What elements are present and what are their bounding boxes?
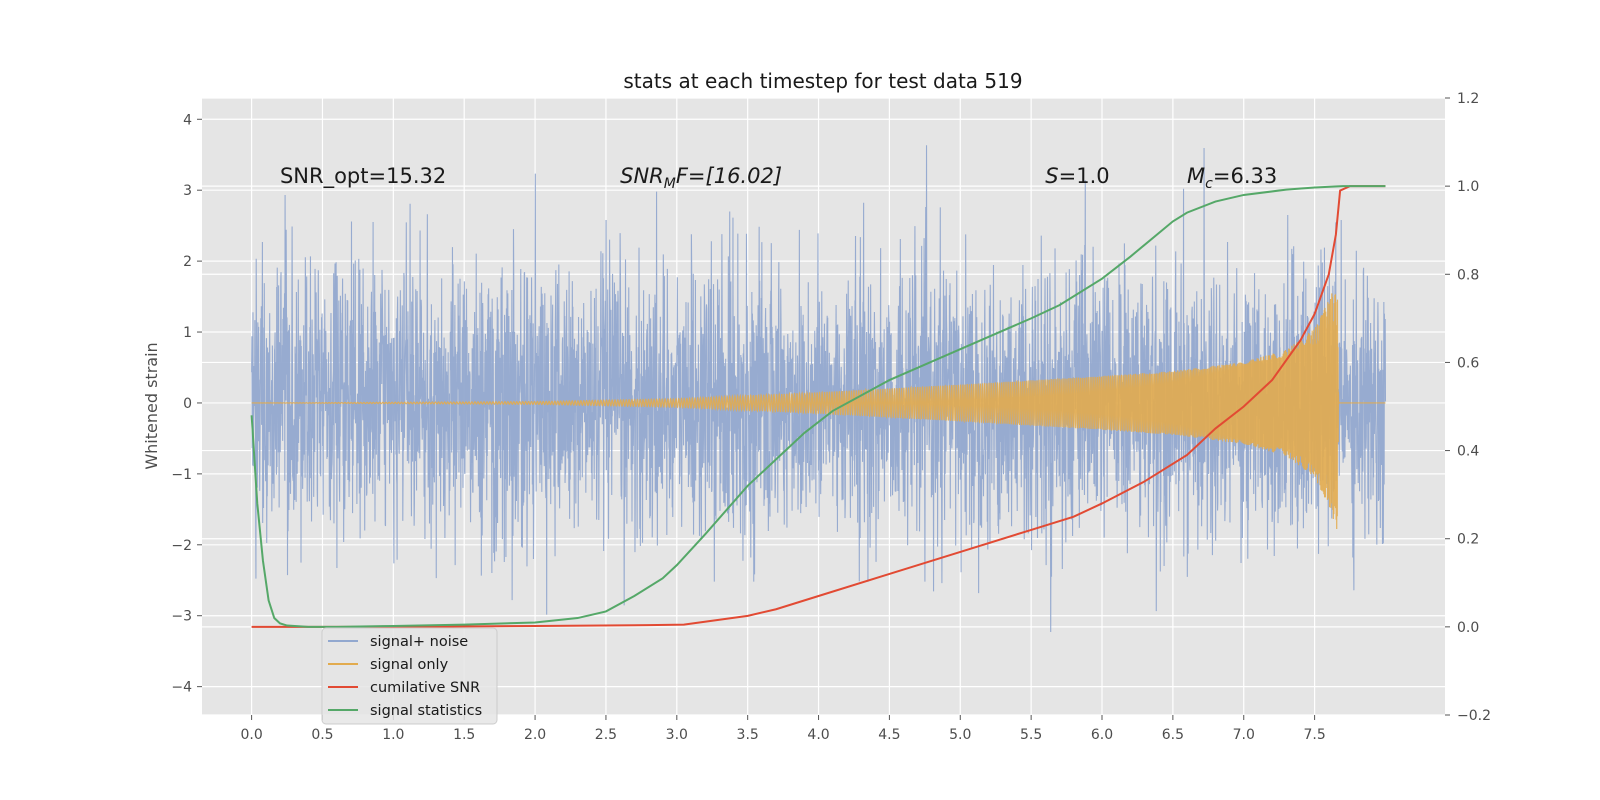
x-tick-label: 5.5 bbox=[1020, 727, 1042, 743]
y2-tick-label: 0.2 bbox=[1457, 532, 1479, 548]
y-tick-label: −2 bbox=[171, 538, 192, 554]
annotation-1: SNR_opt=15.32 bbox=[280, 164, 446, 189]
y-tick-label: −4 bbox=[171, 680, 192, 696]
x-tick-label: 1.0 bbox=[382, 727, 404, 743]
y-tick-label: 4 bbox=[183, 112, 192, 128]
x-tick-label: 3.0 bbox=[666, 727, 688, 743]
legend-label: signal statistics bbox=[370, 703, 482, 719]
chart-title: stats at each timestep for test data 519 bbox=[623, 69, 1022, 93]
series-signal-statistics bbox=[250, 185, 1386, 628]
data-layer bbox=[250, 145, 1387, 632]
legend-label: signal+ noise bbox=[370, 634, 468, 650]
x-tick-label: 7.5 bbox=[1303, 727, 1325, 743]
y-tick-label: −1 bbox=[171, 467, 192, 483]
legend-label: signal only bbox=[370, 657, 449, 673]
axes: 0.0 0.5 1.0 1.5 2.0 2.5 3.0 3.5 4.0 4.5 5.0 5.5 6.0 6… bbox=[171, 91, 1491, 743]
annotation-2: SNRMF=[16.02] bbox=[620, 164, 782, 192]
x-tick-label: 4.0 bbox=[807, 727, 829, 743]
y2-tick-label: −0.2 bbox=[1457, 708, 1491, 724]
y-tick-label: −3 bbox=[171, 609, 192, 625]
y-tick-label: 0 bbox=[183, 396, 192, 412]
x-tick-label: 6.5 bbox=[1162, 727, 1184, 743]
y-tick-label: 3 bbox=[183, 183, 192, 199]
x-tick-label: 3.5 bbox=[737, 727, 759, 743]
y2-tick-label: 0.4 bbox=[1457, 444, 1479, 460]
x-tick-label: 5.0 bbox=[949, 727, 971, 743]
annotations: SNR_opt=15.32 SNRMF=[16.02] S=1.0 Mc=6.33 bbox=[280, 164, 1277, 192]
y-axis-label: Whitened strain bbox=[142, 342, 161, 469]
annotation-3: S=1.0 bbox=[1045, 164, 1109, 188]
x-tick-label: 2.5 bbox=[595, 727, 617, 743]
y2-tick-label: 0.6 bbox=[1457, 355, 1479, 371]
y2-tick-label: 0.0 bbox=[1457, 620, 1479, 636]
x-tick-label: 7.0 bbox=[1233, 727, 1255, 743]
legend: signal+ noise signal only cumilative SNR si… bbox=[321, 627, 498, 725]
y2-tick-label: 1.2 bbox=[1457, 91, 1479, 107]
series-cumulative-snr bbox=[251, 185, 1386, 628]
y-tick-label: 1 bbox=[183, 325, 192, 341]
x-tick-label: 6.0 bbox=[1091, 727, 1113, 743]
x-tick-label: 4.5 bbox=[878, 727, 900, 743]
series-signal-only bbox=[251, 293, 1386, 529]
x-tick-label: 0.5 bbox=[311, 727, 333, 743]
x-tick-label: 0.0 bbox=[240, 727, 262, 743]
x-tick-label: 1.5 bbox=[453, 727, 475, 743]
annotation-4: Mc=6.33 bbox=[1187, 164, 1277, 192]
legend-box bbox=[321, 627, 498, 725]
y-tick-label: 2 bbox=[183, 254, 192, 270]
y2-tick-label: 0.8 bbox=[1457, 267, 1479, 283]
y2-tick-label: 1.0 bbox=[1457, 179, 1479, 195]
x-tick-label: 2.0 bbox=[524, 727, 546, 743]
legend-label: cumilative SNR bbox=[370, 680, 480, 696]
